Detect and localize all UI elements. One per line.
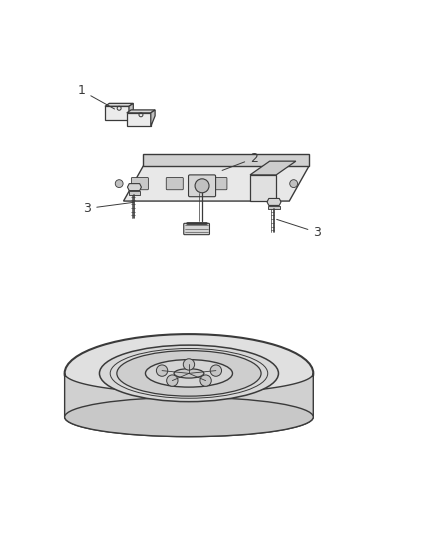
Circle shape	[156, 365, 167, 376]
Circle shape	[115, 180, 123, 188]
FancyBboxPatch shape	[166, 177, 183, 190]
Polygon shape	[127, 110, 155, 113]
Polygon shape	[129, 103, 133, 120]
Circle shape	[183, 359, 194, 370]
Polygon shape	[266, 198, 280, 205]
Text: 2: 2	[222, 152, 257, 171]
Polygon shape	[128, 191, 140, 195]
Polygon shape	[268, 206, 279, 209]
Ellipse shape	[145, 360, 232, 387]
Ellipse shape	[64, 398, 313, 437]
Polygon shape	[105, 107, 129, 120]
Polygon shape	[150, 110, 155, 126]
Ellipse shape	[64, 334, 313, 413]
Polygon shape	[105, 103, 133, 107]
Ellipse shape	[117, 351, 261, 396]
Text: 3: 3	[83, 202, 134, 215]
Circle shape	[289, 180, 297, 188]
Polygon shape	[64, 374, 313, 437]
FancyBboxPatch shape	[250, 175, 276, 201]
Text: 1: 1	[78, 84, 114, 109]
Polygon shape	[143, 155, 308, 166]
Polygon shape	[123, 166, 308, 201]
FancyBboxPatch shape	[131, 177, 148, 190]
Polygon shape	[127, 183, 141, 191]
Polygon shape	[250, 161, 295, 175]
Circle shape	[210, 365, 221, 376]
Circle shape	[194, 179, 208, 193]
Circle shape	[267, 180, 275, 188]
Polygon shape	[127, 113, 150, 126]
Circle shape	[166, 375, 177, 386]
Ellipse shape	[99, 345, 278, 402]
FancyBboxPatch shape	[209, 177, 226, 190]
Ellipse shape	[173, 369, 203, 378]
FancyBboxPatch shape	[184, 223, 209, 235]
Circle shape	[199, 375, 211, 386]
FancyBboxPatch shape	[188, 175, 215, 197]
Text: 3: 3	[276, 220, 321, 239]
